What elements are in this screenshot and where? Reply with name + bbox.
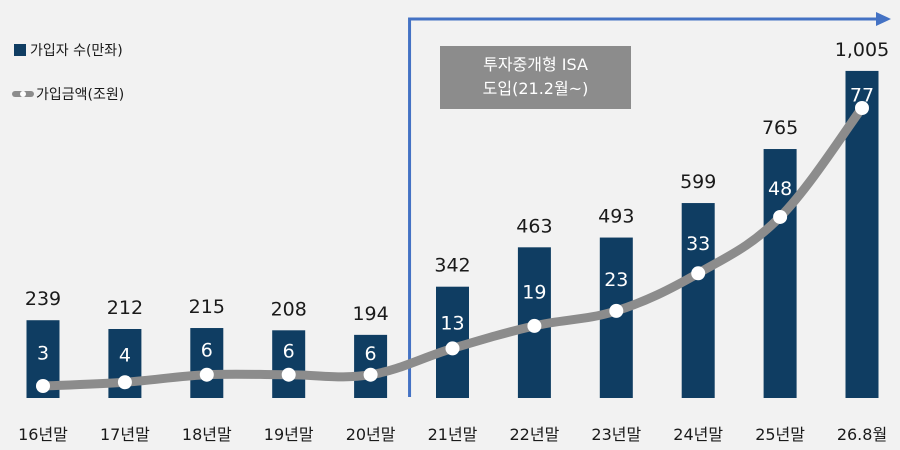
amount-value-label: 77 (850, 84, 874, 106)
bar-value-label: 215 (189, 296, 225, 318)
amount-point-26.8월 (855, 101, 869, 115)
amount-point-22년말 (527, 318, 542, 333)
amount-point-24년말 (691, 266, 706, 281)
category-label: 25년말 (755, 425, 805, 444)
amount-point-17년말 (117, 375, 132, 390)
legend-bar-swatch (14, 44, 26, 56)
category-label: 16년말 (18, 425, 68, 444)
bar-19년말 (272, 330, 306, 398)
category-label: 21년말 (428, 425, 478, 444)
amount-value-label: 23 (604, 269, 628, 291)
bar-value-label: 765 (762, 117, 798, 139)
amount-value-label: 33 (686, 233, 710, 255)
amount-point-23년말 (609, 303, 624, 318)
category-label: 24년말 (673, 425, 723, 444)
bar-20년말 (354, 334, 388, 398)
category-label: 18년말 (182, 425, 232, 444)
amount-value-label: 48 (768, 178, 792, 200)
isa-annotation-box (440, 46, 631, 109)
isa-bracket-line (408, 17, 876, 397)
category-label: 20년말 (346, 425, 396, 444)
amount-value-label: 6 (365, 343, 377, 365)
amount-value-label: 6 (283, 341, 295, 363)
amount-point-25년말 (773, 209, 788, 224)
isa-annotation-line: 투자중개형 ISA (483, 55, 588, 74)
bar-value-label: 239 (25, 288, 61, 310)
bar-value-label: 212 (107, 297, 143, 319)
category-label: 17년말 (100, 425, 150, 444)
bar-value-label: 599 (680, 171, 716, 193)
isa-bracket-arrow (876, 12, 891, 26)
amount-point-16년말 (36, 379, 50, 393)
amount-point-18년말 (199, 367, 214, 382)
amount-value-label: 3 (37, 342, 49, 364)
amount-value-label: 19 (522, 282, 546, 304)
category-label: 19년말 (264, 425, 314, 444)
legend-line-label: 가입금액(조원) (36, 87, 124, 103)
amount-value-label: 6 (201, 340, 213, 362)
bar-25년말 (763, 149, 797, 398)
category-label: 26.8월 (837, 425, 887, 444)
isa-annotation-line: 도입(21.2월~) (483, 79, 589, 98)
bar-value-label: 208 (271, 298, 307, 320)
bar-value-label: 342 (434, 255, 470, 277)
bar-24년말 (681, 203, 715, 398)
bar-18년말 (190, 328, 224, 398)
amount-value-label: 4 (119, 344, 131, 366)
category-label: 23년말 (591, 425, 641, 444)
bar-value-label: 463 (516, 215, 552, 237)
bar-value-label: 1,005 (835, 39, 889, 61)
legend-bar-label: 가입자 수(만좌) (30, 43, 123, 59)
legend-line-marker (20, 91, 26, 97)
amount-value-label: 13 (440, 313, 464, 335)
amount-point-21년말 (445, 341, 460, 356)
bar-value-label: 194 (352, 303, 388, 325)
category-label: 22년말 (509, 425, 559, 444)
bar-value-label: 493 (598, 206, 634, 228)
amount-point-20년말 (363, 367, 378, 382)
amount-point-19년말 (281, 367, 296, 382)
